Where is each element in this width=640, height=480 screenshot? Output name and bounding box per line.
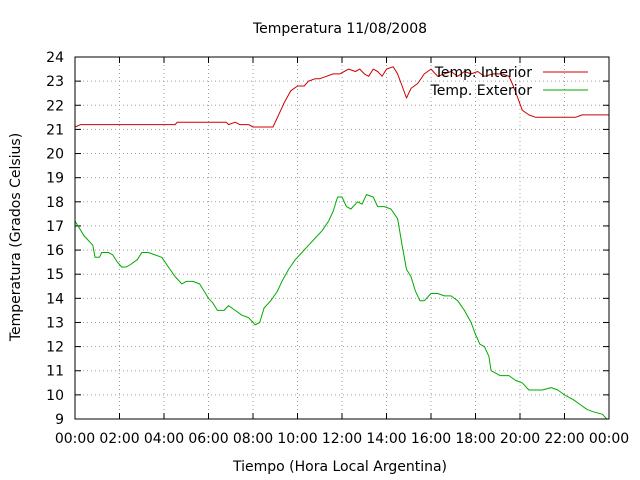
x-tick-label: 00:00 xyxy=(55,431,95,447)
y-tick-label: 20 xyxy=(46,147,64,163)
x-tick-label: 08:00 xyxy=(233,431,273,447)
y-tick-label: 12 xyxy=(46,340,64,356)
x-tick-label: 02:00 xyxy=(99,431,139,447)
x-axis-title: Tiempo (Hora Local Argentina) xyxy=(232,459,447,475)
legend-label-temp-exterior: Temp. Exterior xyxy=(430,83,533,99)
x-tick-label: 06:00 xyxy=(188,431,228,447)
x-tick-label: 14:00 xyxy=(366,431,406,447)
data-series xyxy=(74,66,609,420)
y-tick-label: 10 xyxy=(46,388,64,404)
x-tick-label: 18:00 xyxy=(455,431,495,447)
y-tick-label: 11 xyxy=(46,364,64,380)
y-tick-label: 18 xyxy=(46,195,64,211)
series-line-temp-exterior xyxy=(74,194,609,420)
y-tick-label: 16 xyxy=(46,243,64,259)
x-tick-label: 22:00 xyxy=(544,431,584,447)
y-tick-label: 13 xyxy=(46,315,64,331)
chart-title: Temperatura 11/08/2008 xyxy=(252,21,427,37)
x-tick-label: 12:00 xyxy=(322,431,362,447)
plot-area-border xyxy=(74,56,610,420)
y-tick-label: 21 xyxy=(46,122,64,138)
grid-lines xyxy=(75,57,609,419)
y-tick-label: 9 xyxy=(55,412,64,428)
x-tick-label: 00:00 xyxy=(589,431,629,447)
y-tick-label: 17 xyxy=(46,219,64,235)
y-tick-label: 24 xyxy=(46,50,64,66)
x-tick-label: 16:00 xyxy=(411,431,451,447)
y-tick-labels: 9 10 11 12 13 14 15 16 17 18 19 20 21 22 23 24 xyxy=(46,50,64,428)
y-tick-label: 15 xyxy=(46,267,64,283)
y-tick-label: 14 xyxy=(46,291,64,307)
y-tick-label: 22 xyxy=(46,98,64,114)
x-tick-label: 10:00 xyxy=(277,431,317,447)
y-tick-label: 19 xyxy=(46,171,64,187)
y-tick-label: 23 xyxy=(46,74,64,90)
x-tick-labels: 00:00 02:00 04:00 06:00 08:00 10:00 12:00 14:00… xyxy=(55,431,629,447)
x-tick-label: 20:00 xyxy=(500,431,540,447)
legend: Temp. Interior Temp. Exterior xyxy=(430,65,588,99)
series-line-temp-interior xyxy=(74,66,609,128)
legend-label-temp-interior: Temp. Interior xyxy=(434,65,533,81)
y-axis-title: Temperatura (Grados Celsius) xyxy=(8,133,24,342)
x-tick-label: 04:00 xyxy=(144,431,184,447)
